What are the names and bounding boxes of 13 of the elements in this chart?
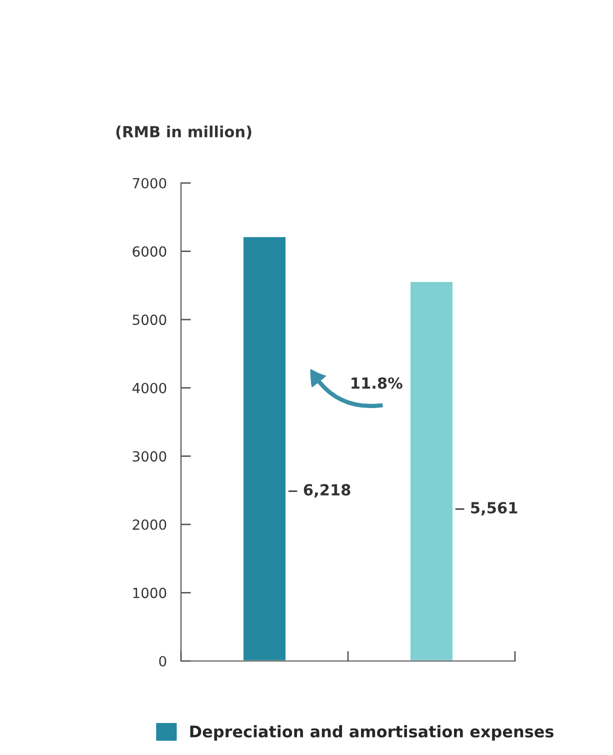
- y-tick-label: 3000: [132, 451, 166, 462]
- y-axis-title: (RMB in million): [116, 126, 252, 140]
- annotation: 11.8%: [352, 377, 402, 389]
- y-tick-label: 2000: [132, 519, 166, 530]
- y-tick-label: 1000: [133, 588, 166, 598]
- text: 6,218: [304, 484, 350, 498]
- legend-label: Depreciation and amortisation expenses: [190, 725, 554, 741]
- y-tick-label: 0: [159, 656, 166, 666]
- y-tick-label: 5000: [132, 314, 166, 326]
- y-tick-label: 4000: [132, 382, 166, 394]
- y-tick-label: 6000: [132, 246, 166, 257]
- y-tick-label: 7000: [132, 178, 166, 188]
- text: 5,561: [471, 502, 518, 516]
